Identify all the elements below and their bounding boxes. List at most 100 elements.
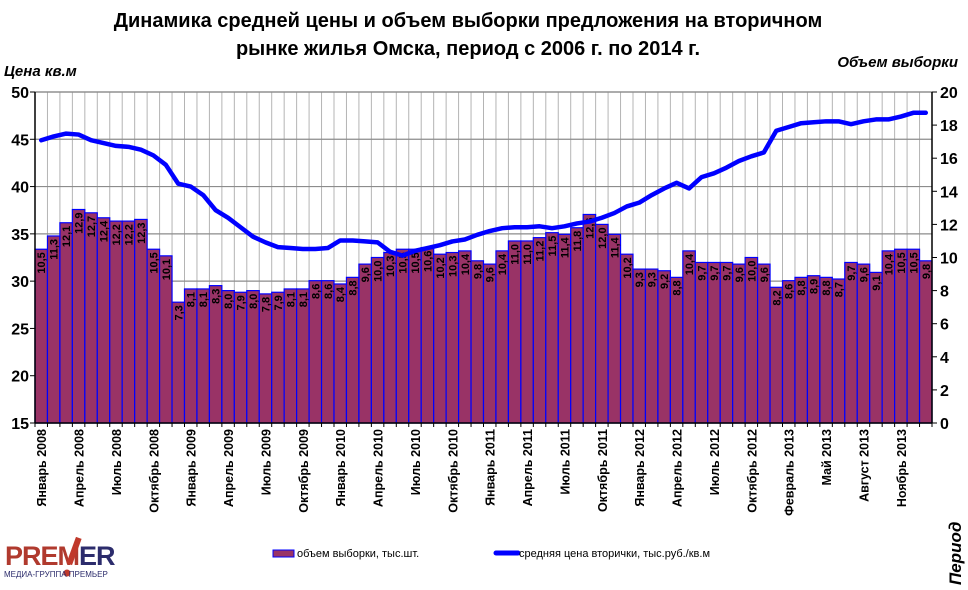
data-label: 9,6	[759, 267, 771, 282]
x-tick-label: Апрель 2012	[671, 429, 685, 507]
data-label: 11,4	[609, 236, 621, 258]
chart-title-line2: рынке жилья Омска, период с 2006 г. по 2…	[236, 38, 700, 60]
bar	[296, 288, 310, 424]
data-label: 8,1	[298, 292, 310, 307]
x-tick-label: Октябрь 2012	[745, 429, 759, 513]
bar	[395, 248, 410, 424]
x-tick-label: Январь 2011	[484, 429, 498, 506]
premier-logo: PREM ER МЕДИА-ГРУППА ПРЕМЬЕР	[4, 536, 116, 579]
data-label: 8,6	[310, 284, 322, 299]
right-tick-label: 14	[940, 184, 958, 201]
x-tick-label: Апрель 2010	[372, 429, 386, 507]
bar	[507, 240, 522, 424]
price-line	[38, 110, 929, 258]
x-tick-label: Август 2013	[857, 429, 871, 502]
data-labels: 10,511,312,112,9 12,7 12,4 12,2 12,2 12,310,5…	[36, 213, 933, 321]
bar	[532, 237, 547, 424]
bar	[657, 270, 671, 424]
logo-exclamation	[66, 536, 82, 566]
bar	[732, 263, 746, 424]
chart-title-line1: Динамика средней цены и объем выборки пр…	[114, 10, 823, 32]
bar	[258, 293, 273, 424]
bar	[271, 291, 285, 424]
bar	[233, 291, 248, 424]
x-tick-label: Апрель 2008	[73, 429, 87, 507]
bar	[570, 227, 584, 424]
data-label: 10,3	[447, 256, 459, 277]
left-tick-label: 15	[11, 416, 29, 433]
bar-series	[34, 208, 933, 424]
data-label: 8,1	[186, 292, 198, 307]
bar	[408, 248, 422, 424]
bar	[283, 288, 298, 424]
data-label: 10,5	[148, 252, 160, 273]
data-label: 9,6	[734, 267, 746, 282]
logo-text-prem: PREM	[5, 541, 79, 571]
bar	[595, 223, 609, 424]
data-label: 9,2	[659, 274, 671, 289]
x-axis-title: Период	[946, 522, 965, 585]
bar	[71, 208, 86, 424]
x-tick-label: Февраль 2013	[783, 429, 797, 516]
bar	[183, 288, 198, 424]
right-tick-label: 10	[940, 251, 958, 268]
bar	[669, 276, 684, 424]
data-label: 10,1	[161, 259, 173, 280]
left-axis-title: Цена кв.м	[4, 63, 77, 80]
right-tick-label: 8	[940, 284, 949, 301]
data-label: 7,9	[273, 295, 285, 310]
bar	[121, 220, 136, 424]
bar	[482, 263, 497, 424]
bar	[869, 271, 883, 424]
right-tick-label: 0	[940, 416, 949, 433]
bar	[918, 260, 933, 424]
data-label: 10,5	[908, 252, 920, 273]
bar	[457, 250, 472, 424]
data-label: 11,5	[547, 236, 559, 257]
data-label: 12,7	[86, 216, 98, 237]
data-label: 12,9	[74, 213, 86, 234]
data-label: 10,5	[410, 252, 422, 273]
bar	[134, 218, 148, 424]
logo-subtitle: МЕДИА-ГРУППА ПРЕМЬЕР	[4, 570, 108, 579]
x-tick-label: Январь 2012	[633, 429, 647, 507]
data-label: 8,8	[796, 280, 808, 295]
data-label: 11,0	[522, 244, 534, 265]
data-label: 9,3	[647, 272, 659, 287]
x-tick-label: Май 2013	[820, 429, 834, 486]
data-label: 9,8	[921, 264, 933, 279]
line-series	[38, 110, 929, 258]
right-tick-label: 20	[940, 85, 958, 102]
bar	[495, 250, 510, 424]
data-label: 9,8	[472, 264, 484, 279]
data-label: 7,3	[173, 305, 185, 320]
bar	[644, 268, 659, 424]
left-tick-label: 25	[11, 321, 29, 338]
bar	[545, 232, 559, 424]
axes: 15 20 25 30 35 40 45 50 0 2 4 6 8 10 12 14 16 18 20 Январь …	[11, 85, 958, 516]
data-label: 10,5	[36, 252, 48, 273]
bar	[632, 268, 647, 424]
data-label: 8,0	[223, 294, 235, 309]
data-label: 8,9	[809, 279, 821, 294]
bar	[320, 280, 335, 424]
bar	[607, 233, 622, 424]
x-tick-label: Июль 2009	[259, 429, 273, 495]
data-label: 11,2	[535, 241, 547, 262]
data-label: 8,8	[348, 280, 360, 295]
bar	[719, 261, 734, 424]
bar	[582, 213, 597, 424]
x-tick-label: Апрель 2009	[222, 429, 236, 507]
left-tick-label: 40	[11, 180, 29, 197]
data-label: 8,2	[771, 290, 783, 305]
bar	[358, 263, 372, 424]
data-label: 8,1	[198, 292, 210, 307]
bar	[445, 251, 460, 424]
data-label: 9,6	[485, 267, 497, 282]
bar	[46, 235, 61, 424]
bar	[557, 233, 572, 424]
data-label: 9,6	[858, 267, 870, 282]
data-label: 12,3	[136, 222, 148, 243]
bar	[196, 288, 211, 424]
